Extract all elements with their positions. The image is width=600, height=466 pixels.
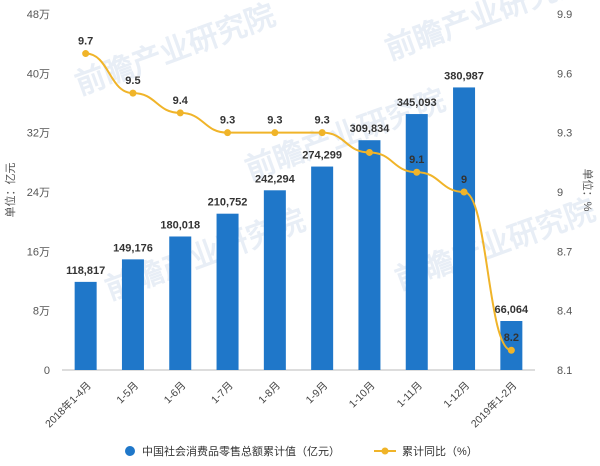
bar-value-label: 309,834 <box>350 123 391 135</box>
x-tick-label: 1-9月 <box>304 380 331 407</box>
x-tick-label: 1-11月 <box>395 380 425 410</box>
line-point <box>129 89 137 97</box>
legend[interactable]: 中国社会消费品零售总额累计值（亿元） 累计同比（%） <box>125 444 478 458</box>
line-value-label: 9.1 <box>409 154 424 166</box>
line-value-label: 8.2 <box>504 332 519 344</box>
line-point <box>224 129 232 137</box>
line-path <box>85 52 512 352</box>
right-axis-title: 单位：% <box>581 169 595 212</box>
left-axis: 0 8万 16万 24万 32万 40万 48万 <box>27 9 50 377</box>
left-tick-label: 40万 <box>27 68 50 80</box>
left-tick-label: 24万 <box>27 187 50 199</box>
watermark-text: 前瞻产业研究院 <box>71 0 280 102</box>
line-point <box>460 188 468 196</box>
legend-bar-marker <box>125 446 135 456</box>
bar-value-label: 274,299 <box>302 150 342 162</box>
bar <box>311 166 334 370</box>
x-tick-label: 2019年1-2月 <box>468 379 519 430</box>
bar <box>121 259 144 370</box>
bar-value-label: 149,176 <box>113 242 153 254</box>
bar <box>453 87 476 371</box>
right-tick-label: 8.1 <box>557 365 572 377</box>
line-point <box>413 168 421 176</box>
bar <box>358 140 381 370</box>
bar-value-labels: 118,817 149,176 180,018 210,752 242,294 274,2… <box>66 70 529 316</box>
right-tick-label: 8.4 <box>557 306 572 318</box>
line-value-label: 9.7 <box>78 36 93 48</box>
bar-value-label: 380,987 <box>444 70 484 82</box>
legend-line-label[interactable]: 累计同比（%） <box>402 445 478 458</box>
bar <box>169 236 192 370</box>
line-point <box>365 148 373 156</box>
left-tick-label: 48万 <box>27 9 50 21</box>
legend-line-dot <box>381 447 389 455</box>
x-tick-label: 1-12月 <box>441 380 472 411</box>
bar <box>74 281 97 370</box>
bar <box>216 213 239 370</box>
x-tick-label: 1-7月 <box>209 380 236 407</box>
right-tick-label: 9.9 <box>557 9 572 21</box>
x-axis: 2018年1-4月 1-5月 1-6月 1-7月 1-8月 1-9月 1-10月 1-11月 1… <box>42 379 519 430</box>
line-value-label: 9.3 <box>315 115 330 127</box>
line-value-label: 9 <box>461 174 467 186</box>
left-axis-title: 单位：亿元 <box>3 163 17 218</box>
line-value-label: 9.3 <box>220 115 235 127</box>
line-point <box>271 129 279 137</box>
line-point <box>507 346 515 354</box>
left-tick-label: 16万 <box>27 246 50 258</box>
bar-value-label: 210,752 <box>208 197 248 209</box>
right-tick-label: 9.3 <box>557 128 572 140</box>
bar-value-label: 118,817 <box>66 265 105 277</box>
bar <box>500 321 523 370</box>
bar-value-label: 180,018 <box>160 219 200 231</box>
line-point <box>318 129 326 137</box>
left-tick-label: 8万 <box>33 306 50 318</box>
bar <box>263 190 286 370</box>
x-tick-label: 1-8月 <box>256 380 283 407</box>
bar <box>405 114 428 370</box>
line-point <box>176 109 184 117</box>
bar-series <box>74 87 523 371</box>
bar-value-label: 345,093 <box>397 97 437 109</box>
line-point <box>82 50 90 58</box>
x-tick-label: 1-10月 <box>347 380 378 411</box>
x-tick-label: 2018年1-4月 <box>42 379 93 430</box>
legend-bar-label[interactable]: 中国社会消费品零售总额累计值（亿元） <box>142 444 340 458</box>
right-tick-label: 9 <box>557 187 563 199</box>
bar-value-label: 66,064 <box>495 304 530 316</box>
right-tick-label: 9.6 <box>557 68 572 80</box>
line-value-label: 9.3 <box>267 115 282 127</box>
x-tick-label: 1-6月 <box>162 380 189 407</box>
right-axis: 8.1 8.4 8.7 9 9.3 9.6 9.9 <box>557 9 572 377</box>
line-value-label: 9.4 <box>173 95 189 107</box>
x-tick-label: 1-5月 <box>114 380 141 407</box>
bar-value-label: 242,294 <box>255 173 296 185</box>
left-tick-label: 0 <box>44 365 50 377</box>
right-tick-label: 8.7 <box>557 246 572 258</box>
left-tick-label: 32万 <box>27 128 50 140</box>
line-series: 9.7 9.5 9.4 9.3 9.3 9.3 9.1 9 8.2 <box>78 36 519 354</box>
line-value-label: 9.5 <box>125 75 140 87</box>
